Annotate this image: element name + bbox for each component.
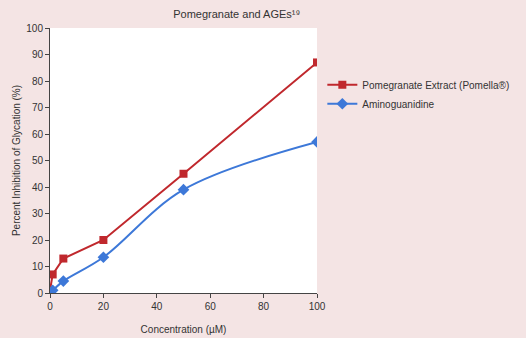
svg-text:20: 20 xyxy=(32,235,44,246)
svg-text:80: 80 xyxy=(258,301,270,312)
svg-text:Concentration (µM): Concentration (µM) xyxy=(141,324,227,335)
svg-text:70: 70 xyxy=(32,102,44,113)
svg-text:Percent Inhibition of Glycatio: Percent Inhibition of Glycation (%) xyxy=(11,85,22,236)
svg-text:80: 80 xyxy=(32,76,44,87)
svg-text:Pomegranate Extract (Pomella®): Pomegranate Extract (Pomella®) xyxy=(362,80,509,91)
svg-text:40: 40 xyxy=(151,301,163,312)
svg-text:10: 10 xyxy=(32,261,44,272)
svg-text:30: 30 xyxy=(32,208,44,219)
svg-text:60: 60 xyxy=(32,129,44,140)
svg-text:60: 60 xyxy=(205,301,217,312)
svg-text:0: 0 xyxy=(47,301,53,312)
svg-text:50: 50 xyxy=(32,155,44,166)
svg-text:90: 90 xyxy=(32,49,44,60)
svg-text:0: 0 xyxy=(37,288,43,299)
svg-text:100: 100 xyxy=(26,23,43,34)
svg-text:20: 20 xyxy=(98,301,110,312)
svg-text:40: 40 xyxy=(32,182,44,193)
svg-text:Pomegranate and AGEs¹⁹: Pomegranate and AGEs¹⁹ xyxy=(173,8,300,20)
svg-text:Aminoguanidine: Aminoguanidine xyxy=(362,99,434,110)
svg-text:100: 100 xyxy=(309,301,326,312)
